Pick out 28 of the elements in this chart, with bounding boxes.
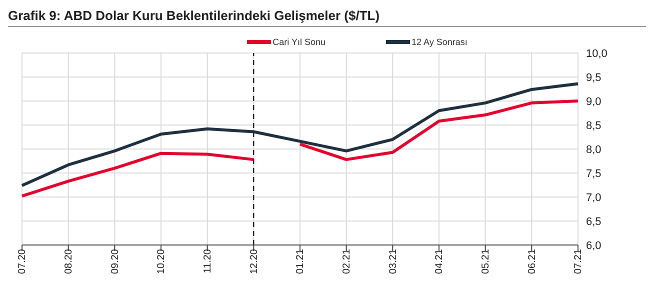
y-tick-label: 6,0 <box>586 240 602 252</box>
y-tick-label: 6,5 <box>586 216 602 228</box>
x-tick-label: 11.20 <box>202 248 214 274</box>
x-tick-label: 10.20 <box>156 248 168 274</box>
y-tick-label: 8,0 <box>586 144 602 156</box>
x-tick-label: 04.21 <box>434 248 446 274</box>
x-tick-label: 02.21 <box>341 248 352 274</box>
line-series <box>298 100 580 162</box>
x-tick-label: 12.20 <box>248 248 260 274</box>
y-tick-label: 7,0 <box>586 192 602 204</box>
line-series <box>20 82 580 187</box>
x-tick-label: 08.20 <box>63 248 74 274</box>
y-tick-label: 9,5 <box>586 72 602 84</box>
line-series <box>20 152 256 198</box>
x-tick-label: 01.21 <box>295 248 306 274</box>
x-tick-label: 07.20 <box>17 248 28 274</box>
y-tick-label: 8,5 <box>586 120 602 132</box>
y-tick-label: 7,5 <box>586 168 602 180</box>
x-tick-label: 03.21 <box>388 248 399 274</box>
legend-label: Cari Yıl Sonu <box>272 36 326 49</box>
x-tick-label: 05.21 <box>480 248 492 274</box>
x-tick-label: 09.20 <box>110 248 121 274</box>
y-tick-label: 10,0 <box>586 48 608 60</box>
x-tick-label: 06.21 <box>526 248 538 274</box>
x-tick-label: 07.21 <box>573 248 584 274</box>
y-tick-label: 9,0 <box>586 96 602 108</box>
legend-label: 12 Ay Sonrası <box>410 36 468 49</box>
chart-title: Grafik 9: ABD Dolar Kuru Beklentilerindeki Gelişmeler ($/TL) <box>8 8 381 25</box>
